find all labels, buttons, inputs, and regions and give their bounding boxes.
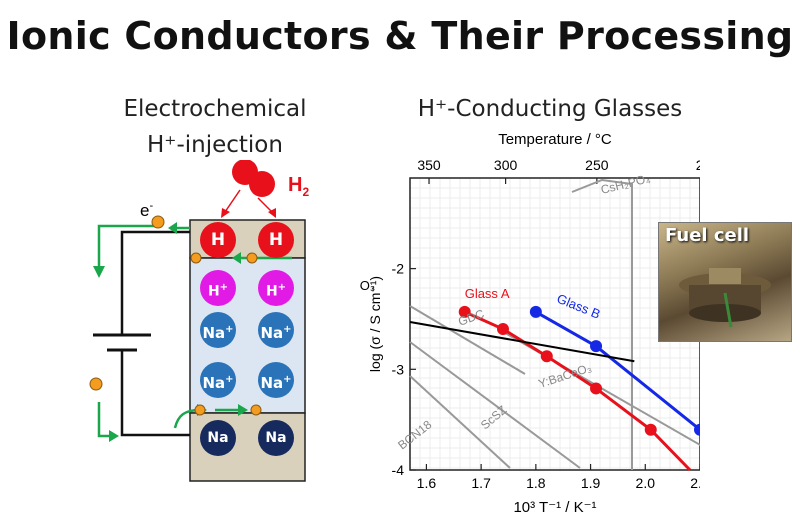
x2-tick-label: 300 [494, 157, 518, 173]
data-point [497, 323, 510, 336]
series-label: Y:BaZrO₃ [360, 278, 375, 293]
ref-label-ybaceo3: Y:BaCeO₃ [537, 361, 594, 391]
right-heading: H⁺-Conducting Glasses [417, 96, 683, 122]
plot-frame [409, 177, 700, 471]
electron-dot [190, 252, 202, 264]
data-point [540, 350, 553, 363]
ref-label-bcn18: BCN18 [395, 417, 434, 452]
cshpo4-curve [571, 178, 633, 470]
x2-tick-label: 250 [585, 157, 609, 173]
data-point [694, 423, 700, 436]
ref-label-cshpo4: CsH₂PO₄ [599, 171, 651, 197]
electron-dot [194, 404, 206, 416]
x-tick-label: 2.1 [690, 475, 700, 491]
proton-ion: H [258, 222, 294, 258]
electron-dot [89, 377, 103, 391]
data-point [590, 382, 603, 395]
x-tick-label: 1.7 [471, 475, 491, 491]
x-tick-label: 2.0 [636, 475, 656, 491]
x-axis-label: 10³ T⁻¹ / K⁻¹ [513, 499, 596, 516]
data-point [590, 340, 603, 353]
left-heading-line2: H⁺-injection [147, 132, 283, 158]
sodium-ion: Na+ [258, 362, 294, 398]
proton-ion: H [200, 222, 236, 258]
data-point [529, 305, 542, 318]
x-tick-label: 1.8 [526, 475, 546, 491]
sodium-atom: Na [200, 420, 236, 456]
y-tick-label: -3 [392, 361, 405, 377]
electron-dot [246, 252, 258, 264]
sodium-ion: Na+ [200, 312, 236, 348]
fuel-cell-label: Fuel cell [665, 225, 750, 246]
y-tick-label: -2 [392, 261, 405, 277]
electron-label: e- [140, 200, 153, 220]
fuel-cell-photo: Fuel cell [658, 222, 792, 342]
h2-label: H2 [288, 174, 309, 199]
electron-dot [250, 404, 262, 416]
conductivity-chart: 1.6 1.7 1.8 1.9 2.0 2.1 -2 -3 -4 350 300 250 200 10³ … [360, 131, 700, 516]
scsz-curve [409, 341, 581, 469]
series-line-extension [649, 428, 692, 472]
bcn18-curve [409, 375, 511, 469]
sodium-ion: Na+ [200, 362, 236, 398]
h2-atom-2 [249, 171, 275, 197]
x2-tick-label: 350 [417, 157, 441, 173]
gdc-curve [409, 305, 526, 375]
data-point [458, 305, 471, 318]
series-label: Glass A [465, 286, 510, 301]
x-tick-label: 1.6 [417, 475, 437, 491]
electron-dot [151, 215, 165, 229]
hplus-ion: H+ [200, 270, 236, 306]
x2-axis-label: Temperature / °C [498, 131, 612, 148]
x2-tick-label: 200 [696, 157, 700, 173]
page-title: Ionic Conductors & Their Processing [6, 14, 794, 58]
sodium-ion: Na+ [258, 312, 294, 348]
y-axis-label: log (σ / S cm⁻¹) [367, 276, 383, 372]
sodium-atom: Na [258, 420, 294, 456]
left-heading-line1: Electrochemical [123, 96, 307, 122]
y-tick-label: -4 [392, 462, 405, 478]
hplus-ion: H+ [258, 270, 294, 306]
x-tick-label: 1.9 [581, 475, 601, 491]
series-label: Glass B [555, 291, 603, 322]
series-line [409, 321, 635, 363]
